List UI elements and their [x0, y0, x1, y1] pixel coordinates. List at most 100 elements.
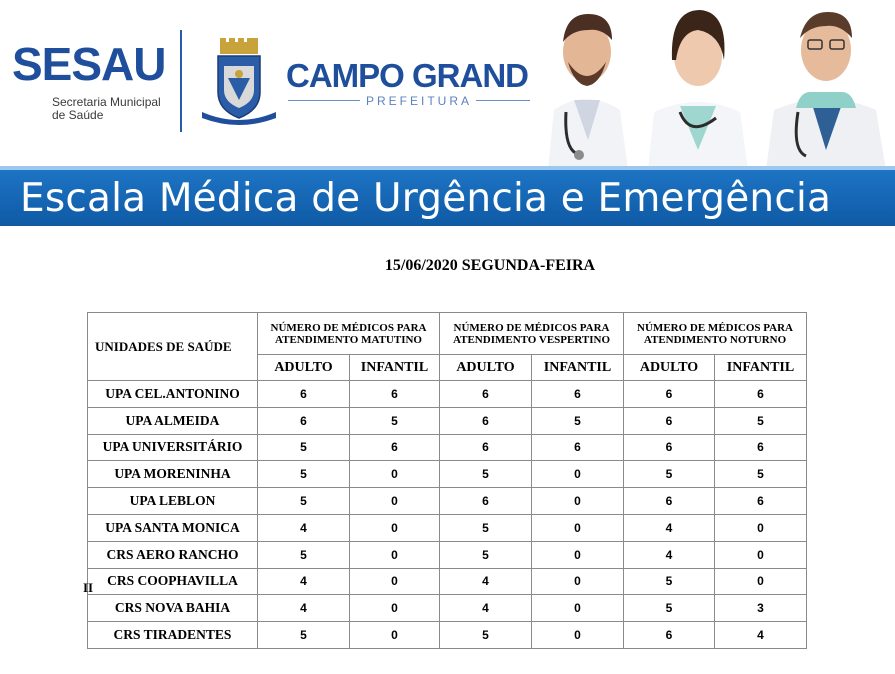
- table-row: UPA UNIVERSITÁRIO 5 6 6 6 6 6: [87, 433, 808, 462]
- count-cell: 0: [349, 513, 440, 542]
- table-row: UPA ALMEIDA 6 5 6 5 6 5: [87, 406, 808, 435]
- subheader-adult: ADULTO: [439, 354, 532, 381]
- unit-name: UPA LEBLON: [87, 487, 258, 515]
- banner-title: Escala Médica de Urgência e Emergência: [20, 176, 832, 221]
- count-cell: 5: [439, 513, 532, 542]
- count-cell: 4: [623, 540, 716, 569]
- count-cell: 0: [349, 621, 440, 649]
- unit-name: UPA MORENINHA: [87, 460, 258, 489]
- count-cell: 6: [530, 433, 625, 462]
- count-cell: 0: [349, 567, 440, 596]
- count-cell: 4: [714, 621, 808, 649]
- count-cell: 6: [257, 380, 350, 408]
- table-subheader-row: ADULTO INFANTIL ADULTO INFANTIL ADULTO I…: [88, 354, 808, 381]
- banner-title-bar: [0, 170, 895, 226]
- count-cell: 5: [714, 460, 808, 489]
- unit-name: UPA UNIVERSITÁRIO: [87, 433, 258, 462]
- schedule-table: UNIDADES DE SAÚDE NÚMERO DE MÉDICOS PARA…: [83, 312, 808, 649]
- subheader-child: INFANTIL: [530, 354, 625, 381]
- subheader-adult: ADULTO: [623, 354, 716, 381]
- city-name: CAMPO GRANDE: [286, 57, 550, 94]
- count-cell: 0: [530, 460, 625, 489]
- unit-name: CRS TIRADENTES: [87, 621, 258, 649]
- city-crest-icon: [202, 38, 276, 125]
- subheader-child: INFANTIL: [714, 354, 808, 381]
- table-row: CRS TIRADENTES 5 0 5 0 6 4: [87, 621, 808, 649]
- city-subtitle-row: PREFEITURA: [288, 94, 542, 108]
- count-cell: 0: [530, 540, 625, 569]
- subheader-adult: ADULTO: [257, 354, 350, 381]
- count-cell: 3: [714, 594, 808, 623]
- table-body: UPA CEL.ANTONINO 6 6 6 6 6 6 UPA ALMEIDA…: [83, 380, 808, 649]
- count-cell: 6: [530, 380, 625, 408]
- header-banner: SESAU Secretaria Municipal de Saúde CAMP…: [0, 0, 895, 230]
- count-cell: 6: [714, 380, 808, 408]
- subtitle-rule-left: [288, 100, 360, 101]
- count-cell: 5: [439, 540, 532, 569]
- count-cell: 4: [439, 594, 532, 623]
- count-cell: 5: [257, 540, 350, 569]
- unit-name: UPA ALMEIDA: [87, 406, 258, 435]
- count-cell: 0: [530, 567, 625, 596]
- count-cell: 6: [623, 621, 716, 649]
- unit-name: CRS AERO RANCHO: [87, 540, 258, 569]
- count-cell: 5: [257, 487, 350, 515]
- doctor-1-figure: [548, 14, 628, 170]
- count-cell: 5: [349, 406, 440, 435]
- doctors-photo: [530, 0, 895, 170]
- table-row: UPA LEBLON 5 0 6 0 6 6: [87, 487, 808, 515]
- count-cell: 6: [349, 380, 440, 408]
- table-row: CRS COOPHAVILLA II 4 0 4 0 5 0: [83, 567, 808, 596]
- count-cell: 6: [439, 406, 532, 435]
- count-cell: 6: [623, 406, 716, 435]
- schedule-date: 15/06/2020 SEGUNDA-FEIRA: [384, 257, 596, 274]
- unit-name: CRS NOVA BAHIA: [87, 594, 258, 623]
- count-cell: 0: [530, 513, 625, 542]
- table-row: CRS NOVA BAHIA 4 0 4 0 5 3: [87, 594, 808, 623]
- count-cell: 5: [623, 594, 716, 623]
- unit-name: UPA SANTA MONICA: [87, 513, 258, 542]
- count-cell: 4: [257, 567, 350, 596]
- stray-text: II: [83, 580, 94, 596]
- count-cell: 0: [714, 540, 808, 569]
- count-cell: 5: [257, 621, 350, 649]
- unit-name-cell: CRS COOPHAVILLA II: [83, 567, 258, 595]
- count-cell: 6: [349, 433, 440, 462]
- count-cell: 5: [623, 460, 716, 489]
- city-subtitle: PREFEITURA: [366, 94, 473, 108]
- count-cell: 5: [439, 460, 532, 489]
- count-cell: 6: [623, 433, 716, 462]
- banner-highlight: [0, 166, 895, 170]
- table-row: UPA SANTA MONICA 4 0 5 0 4 0: [87, 513, 808, 542]
- count-cell: 0: [530, 487, 625, 515]
- count-cell: 0: [349, 594, 440, 623]
- group-header-afternoon: NÚMERO DE MÉDICOS PARA ATENDIMENTO VESPE…: [438, 312, 625, 355]
- count-cell: 4: [439, 567, 532, 596]
- group-header-morning: NÚMERO DE MÉDICOS PARA ATENDIMENTO MATUT…: [257, 312, 440, 355]
- unit-name: UPA CEL.ANTONINO: [87, 380, 258, 408]
- count-cell: 0: [530, 621, 625, 649]
- units-column-header: UNIDADES DE SAÚDE: [87, 312, 258, 381]
- count-cell: 0: [714, 567, 808, 596]
- count-cell: 6: [439, 380, 532, 408]
- logo-divider: [180, 30, 182, 132]
- subheader-child: INFANTIL: [349, 354, 440, 381]
- group-header-night: NÚMERO DE MÉDICOS PARA ATENDIMENTO NOTUR…: [623, 312, 808, 355]
- count-cell: 6: [623, 380, 716, 408]
- count-cell: 6: [439, 433, 532, 462]
- count-cell: 5: [623, 567, 716, 596]
- sesau-wordmark: SESAU: [12, 38, 166, 90]
- doctor-3-figure: [766, 12, 886, 170]
- table-row: UPA MORENINHA 5 0 5 0 5 5: [87, 460, 808, 489]
- count-cell: 0: [714, 513, 808, 542]
- count-cell: 5: [439, 621, 532, 649]
- count-cell: 0: [530, 594, 625, 623]
- table-row: UPA CEL.ANTONINO 6 6 6 6 6 6: [87, 380, 808, 408]
- count-cell: 0: [349, 540, 440, 569]
- count-cell: 0: [349, 487, 440, 515]
- count-cell: 5: [257, 433, 350, 462]
- count-cell: 6: [714, 433, 808, 462]
- count-cell: 4: [257, 594, 350, 623]
- sesau-subtitle: Secretaria Municipal de Saúde: [52, 95, 161, 122]
- count-cell: 6: [439, 487, 532, 515]
